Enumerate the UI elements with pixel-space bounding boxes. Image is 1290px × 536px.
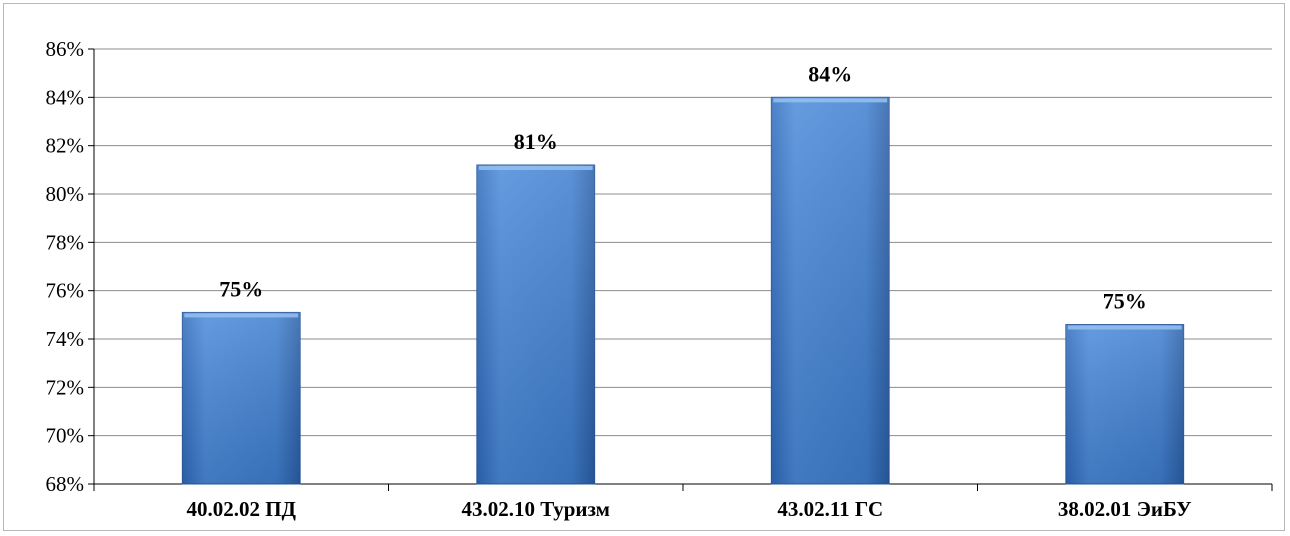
chart-frame: 68% 70% 72% 74% 76% 78% 80% 82% 84% 86% 75% 81% 84%… [3, 3, 1285, 531]
data-label: 75% [219, 276, 263, 301]
y-tick-label: 80% [46, 182, 85, 206]
y-tick-label: 72% [46, 375, 85, 399]
y-tick-labels: 68% 70% 72% 74% 76% 78% 80% 82% 84% 86% [46, 37, 85, 496]
y-tick-label: 76% [46, 279, 85, 303]
y-tick-label: 78% [46, 230, 85, 254]
y-tick-label: 68% [46, 472, 85, 496]
bar-shade [771, 97, 890, 484]
bar-chart: 68% 70% 72% 74% 76% 78% 80% 82% 84% 86% 75% 81% 84%… [46, 37, 1273, 521]
x-category-label: 38.02.01 ЭиБУ [1058, 497, 1192, 521]
bar-shade [182, 312, 301, 484]
data-labels: 75% 81% 84% 75% [219, 61, 1147, 313]
bar-shade [476, 165, 595, 484]
y-tick-label: 86% [46, 37, 85, 61]
data-label: 81% [514, 129, 558, 154]
x-category-label: 40.02.02 ПД [186, 497, 296, 521]
x-category-label: 43.02.10 Туризм [462, 497, 610, 521]
y-tick-label: 84% [46, 85, 85, 109]
bars [181, 96, 1185, 485]
x-category-label: 43.02.11 ГС [777, 497, 883, 521]
y-tick-label: 82% [46, 134, 85, 158]
data-label: 84% [808, 61, 852, 86]
data-label: 75% [1103, 289, 1147, 314]
bar-shade [1065, 324, 1184, 484]
x-category-labels: 40.02.02 ПД 43.02.10 Туризм 43.02.11 ГС 38.… [186, 497, 1191, 521]
y-tick-label: 70% [46, 424, 85, 448]
y-tick-label: 74% [46, 327, 85, 351]
